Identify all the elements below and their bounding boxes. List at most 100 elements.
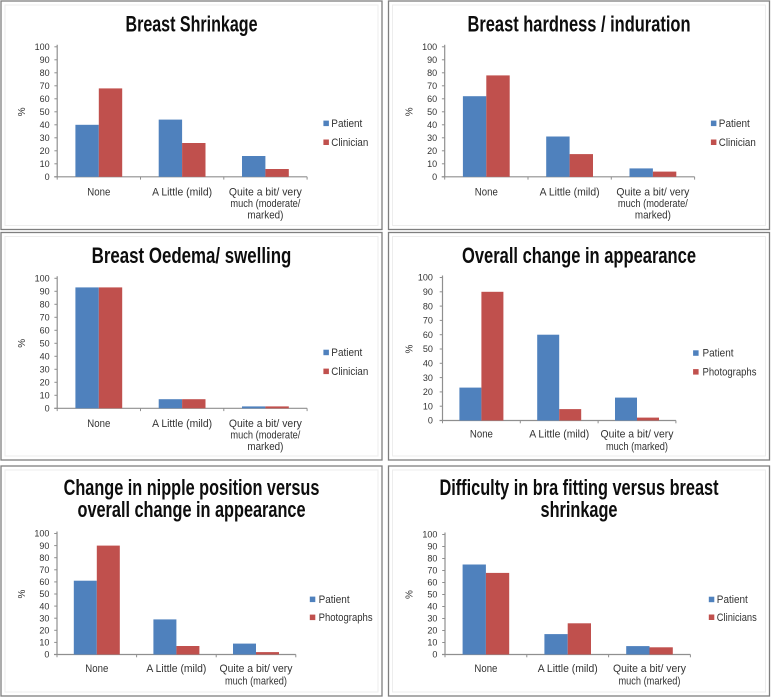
svg-text:90: 90	[39, 541, 49, 551]
svg-text:much (marked): much (marked)	[225, 676, 287, 688]
svg-text:Overall change in appearance: Overall change in appearance	[462, 243, 696, 268]
svg-text:Breast Shrinkage: Breast Shrinkage	[126, 11, 258, 36]
svg-text:100: 100	[35, 42, 50, 52]
svg-text:90: 90	[427, 542, 437, 552]
svg-text:60: 60	[40, 94, 50, 104]
svg-text:Quite a bit/ very: Quite a bit/ very	[613, 663, 686, 675]
svg-text:0: 0	[428, 416, 433, 426]
svg-text:Patient: Patient	[319, 594, 350, 606]
svg-text:0: 0	[45, 404, 50, 414]
svg-text:10: 10	[40, 391, 50, 401]
svg-text:None: None	[470, 429, 493, 441]
svg-text:A Little (mild): A Little (mild)	[146, 663, 206, 675]
svg-text:Breast hardness / induration: Breast hardness / induration	[468, 11, 691, 36]
svg-text:100: 100	[34, 529, 49, 539]
svg-text:10: 10	[423, 401, 433, 411]
svg-text:None: None	[87, 418, 110, 430]
svg-text:10: 10	[40, 159, 50, 169]
svg-text:60: 60	[40, 326, 50, 336]
svg-text:20: 20	[427, 626, 437, 636]
svg-text:80: 80	[40, 300, 50, 310]
svg-text:100: 100	[422, 530, 437, 540]
svg-text:Patient: Patient	[703, 348, 734, 360]
svg-text:marked): marked)	[635, 210, 671, 222]
svg-text:%: %	[17, 339, 28, 348]
svg-text:50: 50	[427, 590, 437, 600]
svg-text:90: 90	[40, 287, 50, 297]
svg-text:100: 100	[422, 42, 437, 52]
svg-text:50: 50	[423, 344, 433, 354]
svg-text:70: 70	[423, 316, 433, 326]
svg-text:30: 30	[427, 614, 437, 624]
svg-text:Clinician: Clinician	[331, 137, 368, 149]
svg-text:20: 20	[427, 146, 437, 156]
svg-text:Quite a bit/ very: Quite a bit/ very	[229, 418, 302, 430]
svg-text:much (moderate/: much (moderate/	[230, 198, 301, 210]
svg-text:marked): marked)	[247, 441, 283, 453]
svg-text:None: None	[85, 663, 108, 675]
svg-text:Quite a bit/ very: Quite a bit/ very	[616, 186, 689, 198]
svg-text:Clinician: Clinician	[719, 137, 756, 149]
svg-text:Difficulty in bra fitting vers: Difficulty in bra fitting versus breast	[439, 475, 718, 500]
svg-text:60: 60	[39, 577, 49, 587]
svg-text:40: 40	[427, 120, 437, 130]
svg-text:20: 20	[39, 626, 49, 636]
svg-text:0: 0	[45, 172, 50, 182]
svg-text:Quite a bit/ very: Quite a bit/ very	[601, 429, 674, 441]
svg-text:70: 70	[427, 81, 437, 91]
svg-text:70: 70	[39, 565, 49, 575]
svg-text:much (marked): much (marked)	[606, 441, 668, 453]
svg-text:50: 50	[40, 107, 50, 117]
svg-text:A Little (mild): A Little (mild)	[529, 429, 589, 441]
svg-text:Patient: Patient	[717, 594, 748, 606]
svg-text:Patient: Patient	[719, 118, 750, 130]
svg-text:None: None	[87, 186, 110, 198]
svg-text:60: 60	[423, 330, 433, 340]
svg-text:20: 20	[40, 146, 50, 156]
svg-text:50: 50	[40, 339, 50, 349]
svg-text:Clinician: Clinician	[331, 366, 368, 378]
svg-text:40: 40	[40, 352, 50, 362]
svg-text:70: 70	[427, 566, 437, 576]
svg-text:90: 90	[427, 55, 437, 65]
svg-text:0: 0	[44, 650, 49, 660]
svg-text:40: 40	[427, 602, 437, 612]
svg-text:Photographs: Photographs	[703, 367, 757, 379]
svg-text:Clinicians: Clinicians	[717, 612, 757, 624]
svg-text:30: 30	[40, 365, 50, 375]
svg-text:0: 0	[432, 650, 437, 660]
svg-text:A Little (mild): A Little (mild)	[152, 186, 212, 198]
svg-text:%: %	[17, 589, 28, 598]
svg-text:10: 10	[39, 638, 49, 648]
svg-text:30: 30	[427, 133, 437, 143]
svg-text:Quite a bit/ very: Quite a bit/ very	[220, 663, 293, 675]
svg-text:None: None	[475, 186, 498, 198]
svg-text:30: 30	[423, 373, 433, 383]
svg-text:60: 60	[427, 578, 437, 588]
svg-text:90: 90	[40, 55, 50, 65]
svg-text:much (moderate/: much (moderate/	[618, 198, 689, 210]
svg-text:70: 70	[40, 81, 50, 91]
svg-text:20: 20	[423, 387, 433, 397]
svg-text:90: 90	[423, 287, 433, 297]
svg-text:much (marked): much (marked)	[619, 676, 681, 688]
svg-text:shrinkage: shrinkage	[541, 497, 618, 522]
svg-text:Change in nipple position vers: Change in nipple position versus	[64, 475, 320, 500]
svg-text:80: 80	[427, 554, 437, 564]
svg-text:Photographs: Photographs	[319, 612, 373, 624]
svg-text:40: 40	[423, 359, 433, 369]
svg-text:Quite a bit/ very: Quite a bit/ very	[229, 186, 302, 198]
svg-text:None: None	[474, 663, 497, 675]
svg-text:70: 70	[40, 313, 50, 323]
svg-text:10: 10	[427, 159, 437, 169]
svg-text:10: 10	[427, 638, 437, 648]
svg-text:%: %	[405, 344, 416, 353]
svg-text:20: 20	[40, 378, 50, 388]
svg-text:much (moderate/: much (moderate/	[230, 429, 301, 441]
svg-text:overall change in appearance: overall change in appearance	[78, 497, 306, 522]
svg-text:100: 100	[35, 274, 50, 284]
svg-text:100: 100	[418, 273, 433, 283]
svg-text:30: 30	[40, 133, 50, 143]
svg-text:marked): marked)	[247, 210, 283, 222]
svg-text:A Little (mild): A Little (mild)	[538, 663, 598, 675]
